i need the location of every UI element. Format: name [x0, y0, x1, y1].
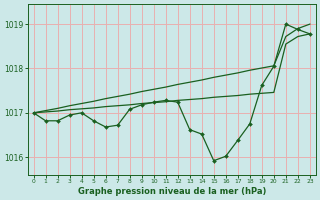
X-axis label: Graphe pression niveau de la mer (hPa): Graphe pression niveau de la mer (hPa) — [77, 187, 266, 196]
